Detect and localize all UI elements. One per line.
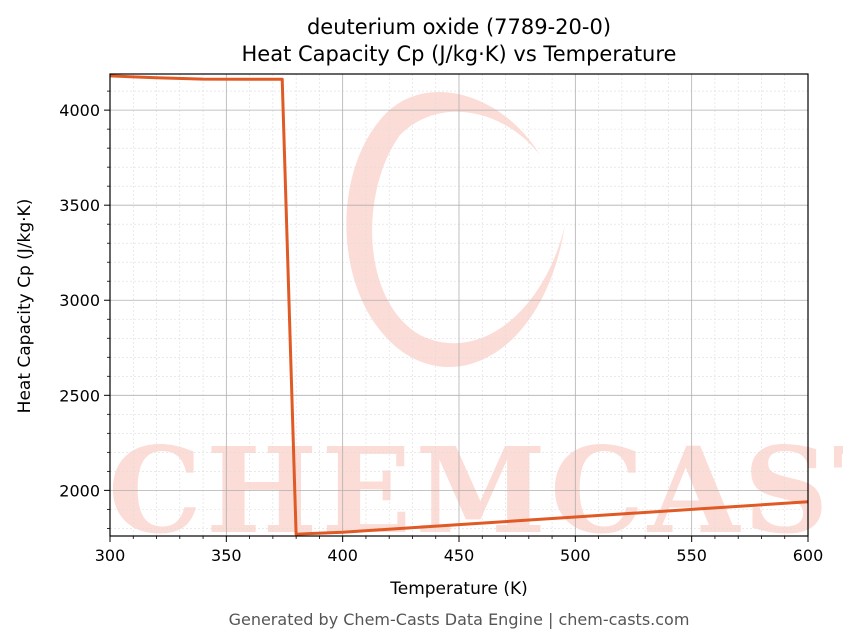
footer-credit: Generated by Chem-Casts Data Engine | ch…	[229, 610, 690, 629]
y-tick-label: 2000	[59, 481, 100, 500]
x-tick-label: 300	[95, 546, 126, 565]
x-axis-label: Temperature (K)	[389, 579, 528, 599]
x-tick-label: 450	[444, 546, 475, 565]
y-tick-label: 3500	[59, 196, 100, 215]
y-tick-label: 2500	[59, 386, 100, 405]
watermark-c-logo	[346, 91, 565, 368]
chart-title: deuterium oxide (7789-20-0)	[307, 15, 611, 39]
y-axis-ticks: 2000 2500 3000 3500 4000	[59, 90, 110, 529]
x-tick-label: 500	[560, 546, 591, 565]
x-tick-label: 600	[793, 546, 824, 565]
x-axis-ticks: 300 350 400 450 500 550 600	[95, 536, 824, 565]
x-tick-label: 400	[327, 546, 358, 565]
y-tick-label: 3000	[59, 291, 100, 310]
x-tick-label: 550	[676, 546, 707, 565]
y-axis-label: Heat Capacity Cp (J/kg·K)	[15, 199, 35, 414]
x-tick-label: 350	[211, 546, 242, 565]
plot-area	[109, 74, 809, 536]
watermark: CHEMCASTS	[108, 91, 843, 560]
series-line	[109, 74, 809, 536]
y-tick-label: 4000	[59, 101, 100, 120]
chart-subtitle: Heat Capacity Cp (J/kg·K) vs Temperature	[242, 42, 677, 66]
